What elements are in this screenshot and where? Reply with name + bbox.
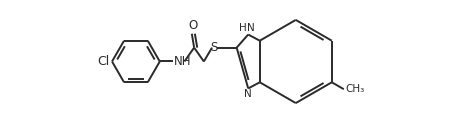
Text: H: H <box>239 23 247 33</box>
Text: S: S <box>210 41 217 54</box>
Text: NH: NH <box>174 55 191 68</box>
Text: CH₃: CH₃ <box>345 84 365 94</box>
Text: O: O <box>188 19 197 32</box>
Text: N: N <box>244 89 252 99</box>
Text: Cl: Cl <box>97 55 110 68</box>
Text: N: N <box>248 23 255 33</box>
